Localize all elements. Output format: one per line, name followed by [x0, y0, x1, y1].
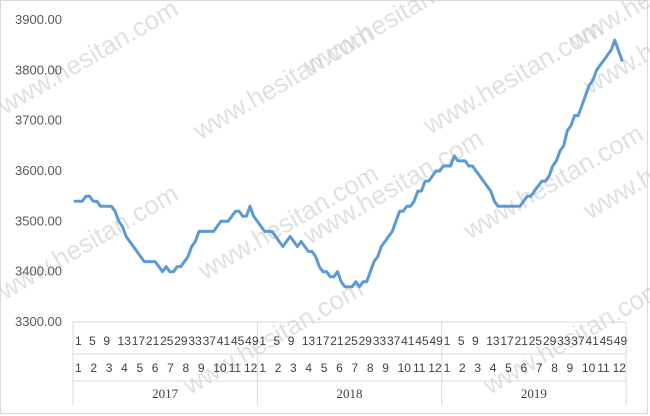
week-tick-label: 41	[401, 334, 415, 348]
month-tick-label: 7	[352, 361, 359, 375]
week-tick-label: 13	[486, 334, 500, 348]
week-tick-label: 37	[203, 334, 217, 348]
week-tick-label: 45	[231, 334, 245, 348]
week-tick-label: 21	[330, 334, 344, 348]
series-line	[73, 38, 624, 289]
week-tick-label: 21	[515, 334, 529, 348]
week-tick-label: 9	[472, 334, 479, 348]
y-tick-label: 3500.00	[15, 213, 62, 228]
month-tick-label: 7	[167, 361, 174, 375]
month-tick-label: 8	[183, 361, 190, 375]
week-tick-label: 33	[373, 334, 387, 348]
year-label: 2017	[152, 386, 179, 401]
month-tick-label: 11	[597, 361, 610, 375]
y-tick-label: 3800.00	[15, 62, 62, 77]
plot-area	[73, 38, 624, 289]
week-tick-label: 45	[600, 334, 614, 348]
month-tick-label: 7	[536, 361, 543, 375]
week-tick-label: 49	[245, 334, 259, 348]
week-tick-label: 45	[415, 334, 429, 348]
month-tick-label: 10	[213, 361, 227, 375]
month-tick-label: 11	[229, 361, 242, 375]
week-tick-label: 49	[614, 334, 628, 348]
week-tick-label: 5	[274, 334, 281, 348]
month-tick-label: 4	[305, 361, 312, 375]
y-tick-label: 3900.00	[15, 12, 62, 27]
week-tick-label: 25	[529, 334, 543, 348]
week-tick-label: 49	[429, 334, 443, 348]
month-tick-label: 10	[582, 361, 596, 375]
month-tick-label: 3	[474, 361, 481, 375]
week-tick-label: 5	[89, 334, 96, 348]
month-tick-label: 11	[413, 361, 426, 375]
week-tick-label: 41	[217, 334, 231, 348]
week-tick-label: 21	[146, 334, 160, 348]
week-tick-label: 41	[585, 334, 599, 348]
week-tick-label: 9	[288, 334, 295, 348]
month-tick-label: 2	[459, 361, 466, 375]
month-tick-label: 2	[275, 361, 282, 375]
month-tick-label: 6	[520, 361, 527, 375]
month-tick-label: 5	[321, 361, 328, 375]
week-tick-label: 5	[458, 334, 465, 348]
week-tick-label: 33	[188, 334, 202, 348]
month-tick-label: 6	[336, 361, 343, 375]
week-tick-label: 13	[118, 334, 132, 348]
week-tick-label: 33	[557, 334, 571, 348]
week-tick-label: 9	[103, 334, 110, 348]
week-tick-label: 37	[571, 334, 585, 348]
x-axis: 1 5 9 13 17 21 25 29 33 37 41 45 491 2 3 4 5 6 7 8 9 10 11 1220…	[72, 321, 628, 405]
y-axis: 3300.00 3400.00 3500.00 3600.00 3700.00 3800.…	[15, 12, 62, 329]
week-tick-label: 1	[259, 334, 266, 348]
watermark-text: www.hesitan.com	[297, 0, 488, 81]
year-label: 2018	[337, 386, 363, 401]
y-tick-label: 3700.00	[15, 113, 62, 128]
week-tick-label: 25	[160, 334, 174, 348]
month-tick-label: 9	[198, 361, 205, 375]
year-label: 2019	[521, 386, 547, 401]
month-tick-label: 6	[152, 361, 159, 375]
month-tick-label: 8	[367, 361, 374, 375]
week-tick-label: 29	[359, 334, 373, 348]
y-tick-label: 3400.00	[15, 264, 62, 279]
month-tick-label: 3	[290, 361, 297, 375]
week-tick-label: 29	[543, 334, 557, 348]
week-tick-label: 1	[75, 334, 82, 348]
month-tick-label: 5	[136, 361, 143, 375]
month-tick-label: 8	[551, 361, 558, 375]
month-tick-label: 3	[106, 361, 113, 375]
week-tick-label: 37	[387, 334, 401, 348]
month-tick-label: 1	[444, 361, 451, 375]
y-tick-label: 3300.00	[15, 314, 62, 329]
y-tick-label: 3600.00	[15, 163, 62, 178]
month-tick-label: 12	[613, 361, 627, 375]
week-tick-label: 17	[132, 334, 146, 348]
week-tick-label: 13	[302, 334, 316, 348]
month-tick-label: 4	[490, 361, 497, 375]
month-tick-label: 9	[382, 361, 389, 375]
month-tick-label: 1	[259, 361, 266, 375]
month-tick-label: 2	[90, 361, 97, 375]
week-tick-label: 17	[500, 334, 514, 348]
week-tick-label: 25	[344, 334, 358, 348]
month-tick-label: 12	[244, 361, 258, 375]
week-tick-label: 1	[444, 334, 451, 348]
month-tick-label: 5	[505, 361, 512, 375]
week-tick-label: 17	[316, 334, 330, 348]
month-tick-label: 9	[567, 361, 574, 375]
week-tick-label: 29	[174, 334, 188, 348]
month-tick-label: 10	[398, 361, 412, 375]
month-tick-label: 12	[428, 361, 442, 375]
month-tick-label: 4	[121, 361, 128, 375]
month-tick-label: 1	[75, 361, 82, 375]
